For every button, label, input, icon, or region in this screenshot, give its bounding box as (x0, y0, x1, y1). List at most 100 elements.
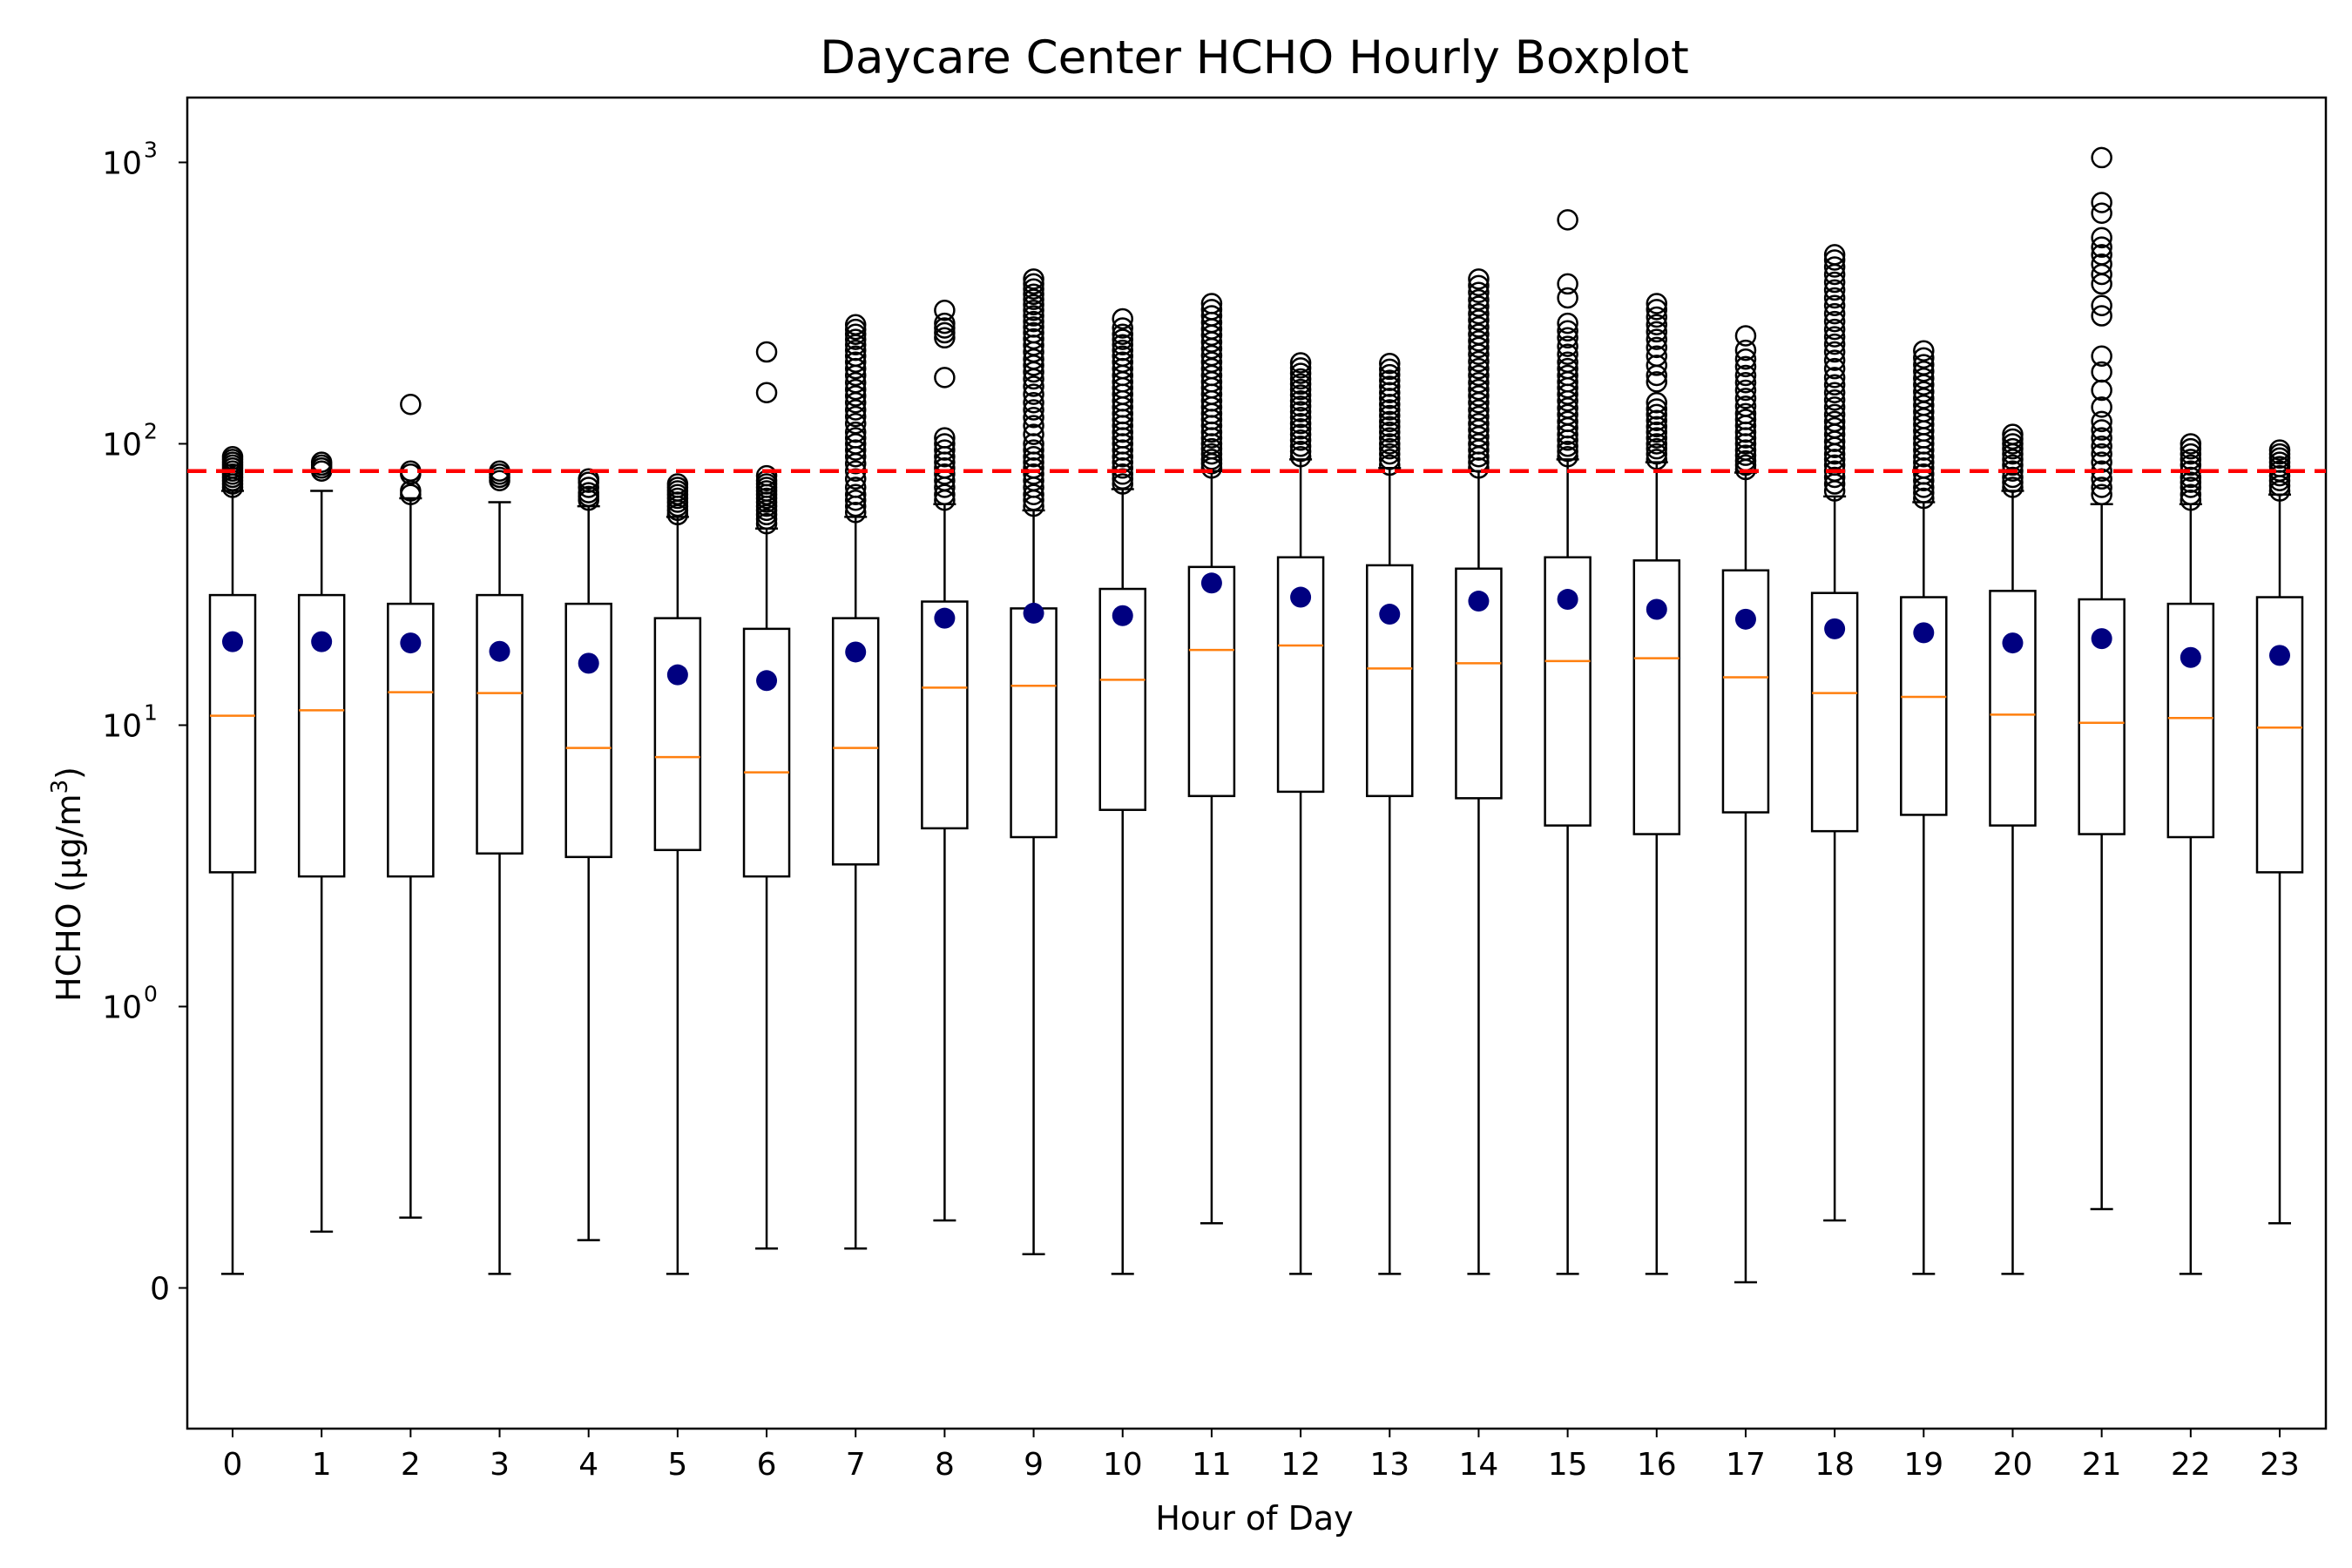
outlier-point (1023, 278, 1044, 300)
outlier-point (1823, 279, 1846, 301)
outlier-point (1823, 341, 1846, 363)
outlier-point (1823, 466, 1846, 489)
box-hour-14 (1455, 268, 1503, 1275)
outlier-point (1734, 339, 1757, 362)
outlier-point (1112, 439, 1133, 461)
outlier-point (1734, 355, 1757, 378)
box-hour-15 (1544, 209, 1592, 1275)
outlier-point (1646, 427, 1668, 449)
outlier-point (934, 433, 956, 455)
outlier-point (1379, 416, 1401, 438)
outlier-point (1023, 399, 1044, 421)
outlier-point (1023, 375, 1044, 397)
x-tick-label: 10 (1103, 1447, 1143, 1483)
outlier-point (1379, 352, 1401, 375)
outlier-point (2091, 361, 2112, 383)
outlier-point (1468, 336, 1490, 359)
mean-point (1824, 618, 1846, 639)
outlier-point (2180, 490, 2202, 511)
outlier-point (1023, 305, 1044, 327)
outlier-point (844, 378, 867, 401)
outlier-point (1913, 354, 1935, 375)
outlier-point (2091, 483, 2112, 505)
outlier-point (1289, 395, 1312, 417)
outlier-point (2002, 433, 2024, 455)
y-tick-exponent: 1 (144, 700, 158, 725)
outlier-point (1468, 457, 1490, 479)
mean-point (2269, 645, 2290, 666)
outlier-point (844, 328, 867, 350)
outlier-point (310, 451, 333, 473)
outlier-point (934, 483, 956, 505)
box-hour-17 (1721, 325, 1770, 1284)
outlier-point (1468, 364, 1490, 387)
box-hour-4 (564, 468, 612, 1241)
outlier-point (1823, 333, 1846, 355)
outlier-point (844, 502, 867, 524)
outlier-point (1289, 440, 1312, 463)
outlier-point (1112, 308, 1133, 330)
mean-point (222, 631, 243, 652)
outlier-point (2091, 202, 2112, 224)
outlier-point (1734, 364, 1757, 387)
outlier-point (1468, 330, 1490, 352)
x-tick-label: 11 (1192, 1447, 1232, 1483)
outlier-point (1289, 429, 1312, 451)
outlier-point (1289, 418, 1312, 440)
outlier-point (1913, 381, 1935, 403)
outlier-point (1468, 274, 1490, 297)
x-tick-label: 12 (1281, 1447, 1321, 1483)
outlier-point (1468, 295, 1490, 317)
outlier-point (1468, 323, 1490, 345)
outlier-point (934, 427, 956, 449)
outlier-point (844, 385, 867, 407)
outlier-point (2091, 236, 2112, 258)
outlier-point (934, 463, 956, 485)
outlier-point (2091, 476, 2112, 498)
x-tick-label: 3 (490, 1447, 510, 1483)
box-hour-5 (653, 473, 702, 1275)
outlier-point (1023, 300, 1044, 321)
outlier-point (1646, 443, 1668, 465)
y-axis-label-sup: 3 (47, 780, 73, 794)
mean-point (1734, 608, 1756, 630)
outlier-point (1913, 463, 1935, 485)
outlier-point (2091, 146, 2112, 169)
outlier-point (755, 341, 778, 363)
mean-point (2002, 632, 2024, 654)
y-axis-label: HCHO (μg/m3) (47, 767, 88, 1002)
outlier-point (2091, 427, 2112, 449)
x-tick-label: 20 (1993, 1447, 2033, 1483)
outlier-point (1646, 355, 1668, 376)
outlier-point (2091, 294, 2112, 316)
outlier-point (1112, 317, 1133, 339)
outlier-point (666, 473, 689, 495)
y-axis-label-end: ) (50, 767, 88, 780)
iqr-box (476, 593, 524, 855)
outlier-point (1468, 350, 1490, 373)
outlier-point (1289, 423, 1312, 445)
outlier-point (1023, 439, 1044, 461)
outlier-point (1379, 375, 1401, 397)
mean-point (2091, 628, 2112, 650)
x-tick-label: 9 (1024, 1447, 1044, 1483)
outlier-point (1468, 371, 1490, 394)
outlier-point (1734, 325, 1757, 347)
iqr-box (1366, 564, 1414, 798)
outlier-point (1823, 403, 1846, 426)
iqr-box (564, 602, 612, 859)
outlier-point (1734, 388, 1757, 409)
outlier-point (1023, 273, 1044, 295)
outlier-point (1557, 312, 1578, 335)
outlier-point (1023, 457, 1044, 479)
box-hour-1 (297, 451, 346, 1233)
outlier-point (578, 468, 599, 490)
outlier-point (1557, 440, 1578, 463)
outlier-point (1379, 449, 1401, 470)
outlier-point (578, 482, 599, 504)
x-tick-label: 15 (1548, 1447, 1588, 1483)
outlier-point (1913, 340, 1935, 362)
outlier-point (1646, 306, 1668, 328)
mean-point (489, 640, 510, 662)
outlier-point (1823, 410, 1846, 433)
